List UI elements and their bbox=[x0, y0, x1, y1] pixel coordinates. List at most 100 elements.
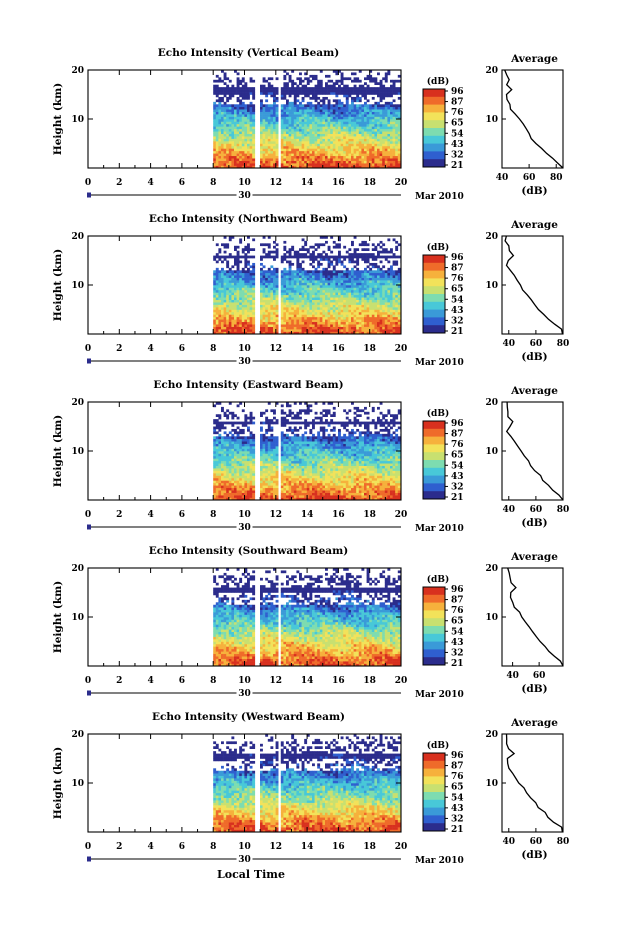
heatmap-cell bbox=[216, 314, 219, 317]
heatmap-cell bbox=[224, 144, 227, 147]
heatmap-cell bbox=[351, 280, 354, 283]
heatmap-cell bbox=[304, 77, 307, 80]
heatmap-cell bbox=[351, 119, 354, 122]
heatmap-cell bbox=[302, 85, 305, 88]
heatmap-cell bbox=[260, 312, 263, 315]
heatmap-cell bbox=[302, 121, 305, 124]
heatmap-cell bbox=[289, 141, 292, 144]
heatmap-cell bbox=[387, 287, 390, 290]
heatmap-cell bbox=[260, 270, 263, 273]
heatmap-cell bbox=[390, 163, 393, 166]
heatmap-cell bbox=[330, 297, 333, 300]
heatmap-cell bbox=[250, 148, 253, 151]
heatmap-cell bbox=[294, 256, 297, 259]
heatmap-cell bbox=[213, 485, 216, 488]
heatmap-cell bbox=[393, 261, 396, 264]
heatmap-cell bbox=[221, 327, 224, 330]
heatmap-cell bbox=[335, 121, 338, 124]
heatmap-cell bbox=[309, 121, 312, 124]
heatmap-cell bbox=[270, 322, 273, 325]
heatmap-cell bbox=[312, 305, 315, 308]
heatmap-cell bbox=[304, 324, 307, 327]
heatmap-cell bbox=[330, 156, 333, 159]
heatmap-cell bbox=[213, 141, 216, 144]
heatmap-cell bbox=[377, 273, 380, 276]
heatmap-cell bbox=[341, 107, 344, 110]
heatmap-cell bbox=[273, 310, 276, 313]
heatmap-cell bbox=[226, 151, 229, 154]
heatmap-cell bbox=[268, 114, 271, 117]
heatmap-cell bbox=[385, 248, 388, 251]
heatmap-cell bbox=[320, 302, 323, 305]
heatmap-cell bbox=[382, 141, 385, 144]
heatmap-cell bbox=[374, 310, 377, 313]
heatmap-cell bbox=[281, 324, 284, 327]
heatmap-cell bbox=[377, 302, 380, 305]
heatmap-cell bbox=[335, 82, 338, 85]
heatmap-cell bbox=[276, 324, 279, 327]
heatmap-cell bbox=[346, 280, 349, 283]
heatmap-cell bbox=[374, 117, 377, 120]
heatmap-cell bbox=[299, 268, 302, 271]
heatmap-cell bbox=[322, 319, 325, 322]
heatmap-cell bbox=[265, 322, 268, 325]
heatmap-cell bbox=[283, 253, 286, 256]
heatmap-cell bbox=[385, 280, 388, 283]
heatmap-cell bbox=[320, 117, 323, 120]
heatmap-cell bbox=[385, 121, 388, 124]
heatmap-cell bbox=[218, 97, 221, 100]
heatmap-cell bbox=[216, 114, 219, 117]
heatmap-cell bbox=[237, 256, 240, 259]
heatmap-cell bbox=[237, 112, 240, 115]
heatmap-cell bbox=[270, 292, 273, 295]
heatmap-cell bbox=[283, 87, 286, 90]
heatmap-cell bbox=[309, 307, 312, 310]
heatmap-cell bbox=[237, 251, 240, 254]
heatmap-cell bbox=[377, 95, 380, 98]
heatmap-cell bbox=[346, 117, 349, 120]
heatmap-cell bbox=[218, 307, 221, 310]
heatmap-cell bbox=[239, 283, 242, 286]
heatmap-cell bbox=[294, 163, 297, 166]
heatmap-cell bbox=[312, 146, 315, 149]
heatmap-cell bbox=[346, 278, 349, 281]
heatmap-cell bbox=[369, 273, 372, 276]
heatmap-cell bbox=[348, 258, 351, 261]
heatmap-cell bbox=[330, 283, 333, 286]
heatmap-cell bbox=[377, 322, 380, 325]
heatmap-cell bbox=[281, 151, 284, 154]
heatmap-cell bbox=[296, 104, 299, 107]
heatmap-cell bbox=[351, 302, 354, 305]
heatmap-cell bbox=[348, 287, 351, 290]
heatmap-cell bbox=[380, 327, 383, 330]
heatmap-cell bbox=[330, 278, 333, 281]
heatmap-cell bbox=[276, 109, 279, 112]
heatmap-cell bbox=[234, 319, 237, 322]
heatmap-cell bbox=[380, 161, 383, 164]
heatmap-cell bbox=[374, 104, 377, 107]
heatmap-cell bbox=[348, 129, 351, 132]
heatmap-cell bbox=[377, 72, 380, 75]
heatmap-cell bbox=[268, 126, 271, 129]
heatmap-cell bbox=[367, 285, 370, 288]
heatmap-cell bbox=[304, 112, 307, 115]
heatmap-cell bbox=[250, 121, 253, 124]
heatmap-cell bbox=[320, 124, 323, 127]
heatmap-cell bbox=[296, 153, 299, 156]
colorbar-tick-label: 21 bbox=[451, 327, 464, 337]
heatmap-cell bbox=[377, 270, 380, 273]
heatmap-cell bbox=[325, 158, 328, 161]
average-x-label: (dB) bbox=[521, 185, 547, 197]
heatmap-cell bbox=[304, 126, 307, 129]
heatmap-cell bbox=[244, 305, 247, 308]
heatmap-cell bbox=[361, 292, 364, 295]
heatmap-cell bbox=[393, 107, 396, 110]
heatmap-cell bbox=[283, 129, 286, 132]
heatmap-cell bbox=[395, 280, 398, 283]
heatmap-cell bbox=[291, 285, 294, 288]
heatmap-cell bbox=[338, 117, 341, 120]
heatmap-cell bbox=[369, 124, 372, 127]
heatmap-cell bbox=[221, 319, 224, 322]
heatmap-cell bbox=[315, 158, 318, 161]
heatmap-cell bbox=[270, 287, 273, 290]
